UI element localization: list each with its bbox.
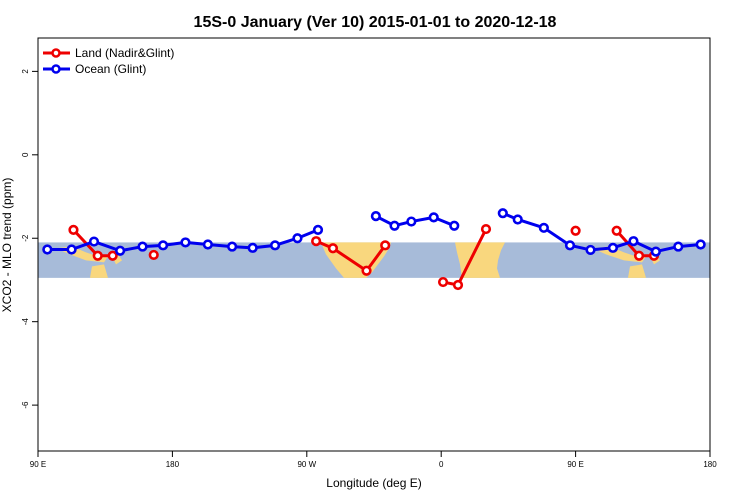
y-axis-label: XCO2 - MLO trend (ppm) [0,178,14,313]
data-point [628,236,639,247]
data-point [406,216,417,227]
data-point [673,241,684,252]
x-axis: 90 E 180 90 W 0 90 E 180 [30,451,717,469]
data-point [428,212,439,223]
data-point [480,223,492,235]
land-shape [593,246,646,263]
plot-area [38,208,710,291]
data-point [370,211,381,222]
data-point [695,239,706,250]
plot-frame [37,37,711,452]
series-0 [68,223,660,291]
data-point [137,241,148,252]
data-point [115,245,126,256]
land-shape [455,242,505,278]
y-tick-label: 2 [21,69,30,74]
x-tick-label: 0 [439,460,444,469]
legend: Land (Nadir&Glint) Ocean (Glint) [43,46,174,76]
data-point [202,239,213,250]
data-point [452,279,464,291]
legend-entry-ocean: Ocean (Glint) [43,62,146,76]
data-point [180,237,191,248]
x-tick-label: 90 W [297,460,316,469]
x-tick-label: 180 [703,460,717,469]
y-tick-label: -2 [21,234,30,242]
data-point [380,240,391,251]
data-point [311,236,322,247]
data-point [497,208,508,219]
y-tick-label: -6 [21,401,30,409]
data-point [585,244,596,256]
data-point [88,236,100,247]
x-tick-label: 90 E [567,460,583,469]
y-tick-label: -4 [21,318,30,326]
series-line [315,239,387,273]
data-point [633,250,645,261]
chart-title: 15S-0 January (Ver 10) 2015-01-01 to 202… [194,14,557,31]
legend-entry-land: Land (Nadir&Glint) [43,46,174,60]
data-point [107,250,118,261]
data-point [157,240,169,251]
y-axis: 2 0 -2 -4 -6 [21,69,38,409]
data-point [437,276,449,288]
y-tick-label: 0 [21,152,30,157]
data-point [227,241,238,252]
data-point [66,244,77,255]
data-point [68,224,79,235]
data-point [312,224,324,235]
data-point [148,249,159,261]
data-point [292,233,303,244]
data-point [449,220,460,231]
x-tick-label: 90 E [30,460,46,469]
legend-label-ocean: Ocean (Glint) [75,62,146,76]
data-point [42,244,53,255]
data-point [538,222,549,233]
series-1 [42,208,706,257]
data-point [611,225,622,236]
data-point [564,240,576,251]
x-axis-label: Longitude (deg E) [326,476,421,490]
data-point [92,250,103,261]
data-point [570,225,581,236]
data-point [650,246,661,257]
data-point [269,240,281,251]
data-point [512,214,523,225]
series-line [502,211,701,254]
data-point [389,220,400,231]
legend-label-land: Land (Nadir&Glint) [75,46,174,60]
x-tick-label: 180 [166,460,180,469]
data-point [607,242,619,253]
land-shape [628,264,646,278]
data-point [247,242,258,253]
land-shape [90,264,108,278]
data-point [327,243,339,254]
data-point [361,265,372,276]
